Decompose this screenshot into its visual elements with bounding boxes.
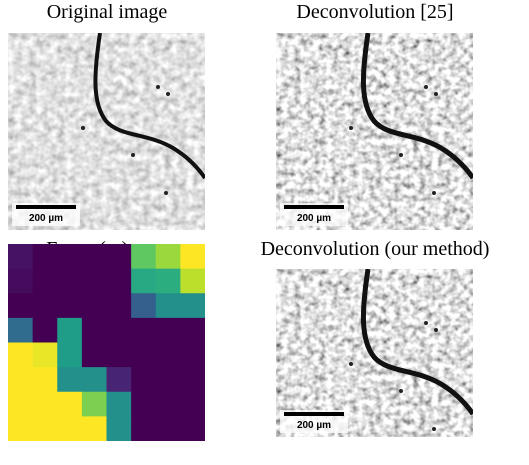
panel-title: Deconvolution [25] — [296, 1, 453, 23]
speck — [164, 191, 168, 195]
heatmap-cell — [156, 318, 181, 343]
scale-bar — [284, 205, 344, 209]
heatmap-cell — [156, 293, 181, 318]
heatmap-cell — [180, 416, 205, 441]
heatmap-cell — [180, 293, 205, 318]
heatmap-cell — [180, 244, 205, 269]
micrograph-texture — [276, 33, 473, 230]
heatmap-cell — [57, 318, 82, 343]
heatmap-cell — [107, 318, 132, 343]
heatmap-cell — [57, 367, 82, 392]
speck — [131, 153, 135, 157]
heatmap-cell — [33, 343, 58, 368]
heatmap-cell — [180, 318, 205, 343]
heatmap-cell — [57, 293, 82, 318]
heatmap-cell — [107, 392, 132, 417]
heatmap-cell — [33, 318, 58, 343]
heatmap-cell — [180, 343, 205, 368]
heatmap-cell — [107, 244, 132, 269]
panel: 200 µm — [276, 269, 473, 465]
panel: 200 µm — [276, 33, 473, 230]
heatmap-cell — [131, 392, 156, 417]
scale-bar-label: 200 µm — [297, 213, 331, 224]
heatmap-cell — [8, 293, 33, 318]
heatmap-cell — [8, 244, 33, 269]
panel: 200 µm — [8, 33, 205, 230]
heatmap-cell — [8, 343, 33, 368]
heatmap-cell — [156, 392, 181, 417]
speck — [434, 92, 438, 96]
heatmap-cell — [33, 269, 58, 294]
speck — [424, 321, 428, 325]
heatmap-cell — [33, 416, 58, 441]
heatmap-cell — [107, 367, 132, 392]
speck — [399, 389, 403, 393]
heatmap-cell — [180, 367, 205, 392]
heatmap-cell — [107, 416, 132, 441]
speck — [81, 126, 85, 130]
heatmap-cell — [57, 416, 82, 441]
heatmap-cell — [33, 367, 58, 392]
heatmap-cell — [57, 343, 82, 368]
heatmap-cell — [156, 416, 181, 441]
micrograph-texture — [8, 33, 205, 230]
scale-bar-label: 200 µm — [29, 213, 63, 224]
heatmap-cell — [107, 343, 132, 368]
heatmap-cell — [180, 269, 205, 294]
micrograph-texture — [276, 269, 473, 465]
heatmap-cell — [8, 318, 33, 343]
heatmap-cell — [8, 367, 33, 392]
heatmap-cell — [82, 367, 107, 392]
speck — [399, 153, 403, 157]
scale-bar — [16, 205, 76, 209]
heatmap-cell — [8, 269, 33, 294]
figure: Original image 200 µm Deconvolution [25] 20… — [0, 0, 529, 465]
heatmap-cell — [131, 269, 156, 294]
speck — [349, 126, 353, 130]
heatmap-cell — [156, 269, 181, 294]
heatmap-cell — [131, 318, 156, 343]
heatmap-cell — [131, 367, 156, 392]
speck — [434, 328, 438, 332]
panel-title: Original image — [47, 1, 168, 23]
heatmap-cell — [156, 244, 181, 269]
scale-bar-label: 200 µm — [297, 420, 331, 431]
heatmap-cell — [82, 293, 107, 318]
heatmap-cell — [131, 293, 156, 318]
scale-bar — [284, 412, 344, 416]
panel — [8, 244, 206, 442]
heatmap-cell — [8, 416, 33, 441]
heatmap-cell — [82, 343, 107, 368]
heatmap-cell — [33, 293, 58, 318]
heatmap-cell — [156, 343, 181, 368]
heatmap-cell — [82, 244, 107, 269]
heatmap-cell — [131, 244, 156, 269]
heatmap-cell — [57, 269, 82, 294]
speck — [156, 85, 160, 89]
speck — [349, 362, 353, 366]
heatmap-cell — [180, 392, 205, 417]
panel-title: Deconvolution (our method) — [261, 238, 490, 260]
speck — [166, 92, 170, 96]
heatmap-cell — [82, 416, 107, 441]
heatmap-cell — [57, 244, 82, 269]
speck — [432, 427, 436, 431]
heatmap-cell — [131, 416, 156, 441]
heatmap-cell — [131, 343, 156, 368]
heatmap-cell — [107, 269, 132, 294]
heatmap-cell — [156, 367, 181, 392]
heatmap-cell — [57, 392, 82, 417]
heatmap-cell — [8, 392, 33, 417]
speck — [432, 191, 436, 195]
heatmap-cell — [82, 392, 107, 417]
heatmap-cell — [33, 392, 58, 417]
heatmap-cell — [82, 269, 107, 294]
speck — [424, 85, 428, 89]
heatmap-cell — [107, 293, 132, 318]
heatmap-cell — [33, 244, 58, 269]
heatmap-cell — [82, 318, 107, 343]
